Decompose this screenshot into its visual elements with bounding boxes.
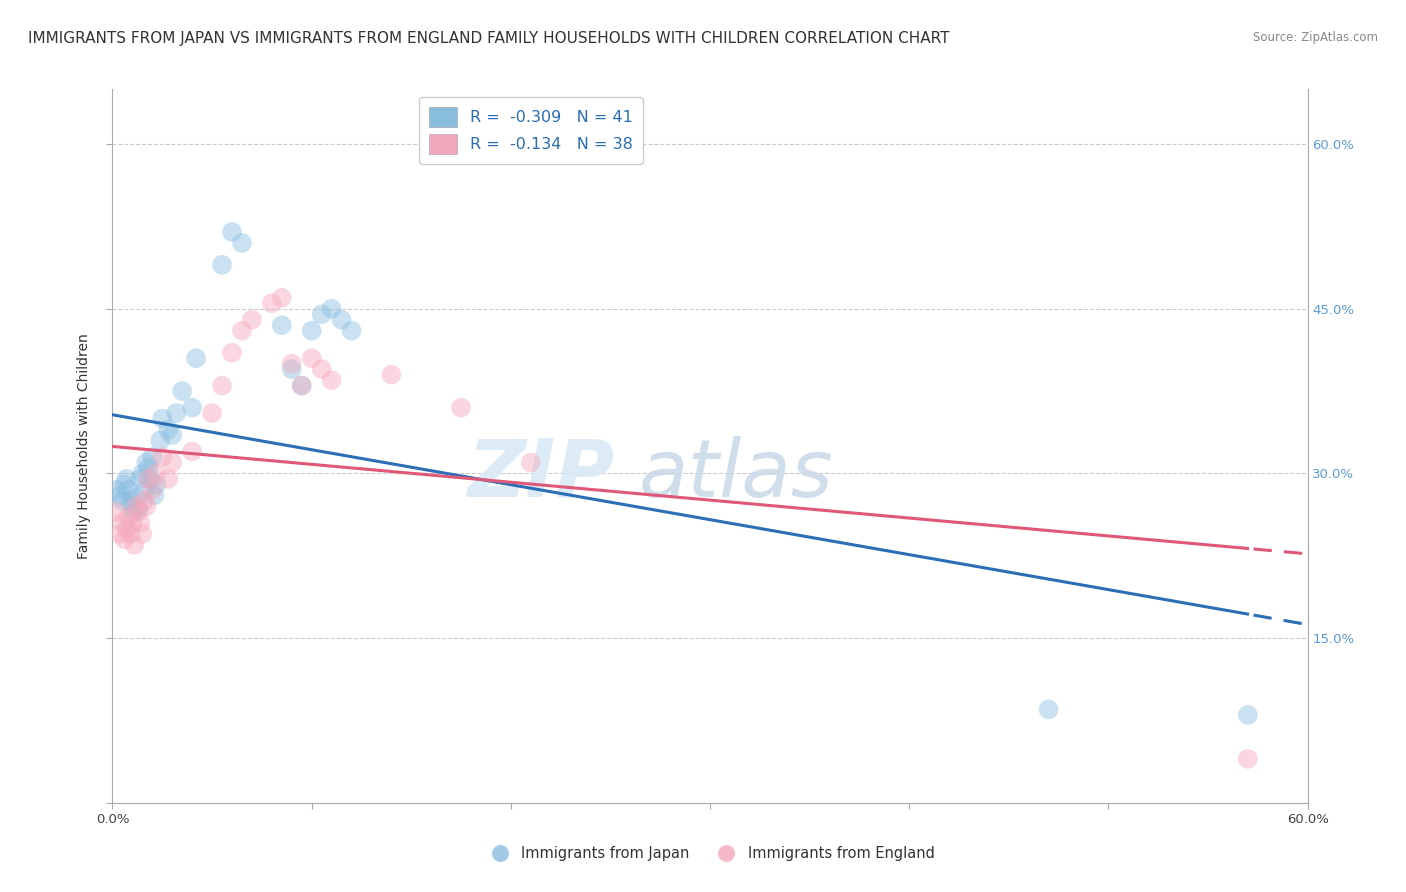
Text: Source: ZipAtlas.com: Source: ZipAtlas.com [1253,31,1378,45]
Point [301,351,323,366]
Point [321,301,343,316]
Point [162,455,183,469]
Point [221,225,243,239]
Point [110,488,132,502]
Point [281,357,304,371]
Point [129,516,152,530]
Point [211,378,233,392]
Point [141,483,163,497]
Point [145,477,167,491]
Point [141,450,163,464]
Point [157,472,180,486]
Point [172,384,194,398]
Point [211,258,233,272]
Point [131,526,153,541]
Point [270,318,292,333]
Point [105,483,128,497]
Point [143,488,166,502]
Point [321,373,343,387]
Point [291,378,314,392]
Point [111,494,134,508]
Point [129,472,152,486]
Point [150,411,173,425]
Legend: Immigrants from Japan, Immigrants from England: Immigrants from Japan, Immigrants from E… [479,840,941,867]
Point [291,378,314,392]
Point [281,362,304,376]
Point [121,500,143,514]
Point [125,491,148,505]
Point [134,483,156,497]
Point [520,455,543,469]
Point [131,467,153,481]
Point [105,505,128,519]
Point [117,483,139,497]
Point [1038,702,1060,716]
Point [186,351,208,366]
Point [117,510,139,524]
Point [115,472,138,486]
Point [181,401,204,415]
Point [231,324,253,338]
Point [135,455,157,469]
Point [311,307,333,321]
Text: ZIP: ZIP [467,435,614,514]
Point [221,345,243,359]
Point [1237,708,1260,723]
Point [340,324,363,338]
Point [139,472,162,486]
Point [124,505,146,519]
Point [231,235,253,250]
Point [138,461,160,475]
Point [134,494,156,508]
Point [127,501,149,516]
Point [162,428,183,442]
Point [121,516,143,530]
Point [450,401,472,415]
Point [127,505,149,519]
Point [149,434,172,448]
Point [138,472,160,486]
Point [330,312,353,326]
Point [201,406,224,420]
Text: atlas: atlas [638,435,834,514]
Point [311,362,333,376]
Point [145,467,167,481]
Point [120,494,142,508]
Point [380,368,402,382]
Point [165,406,187,420]
Point [115,521,138,535]
Point [150,450,173,464]
Point [1237,752,1260,766]
Point [181,444,204,458]
Point [260,296,283,310]
Point [240,312,263,326]
Point [301,324,323,338]
Point [135,500,157,514]
Point [111,516,134,530]
Point [270,291,292,305]
Point [110,526,132,541]
Y-axis label: Family Households with Children: Family Households with Children [77,333,91,559]
Point [120,526,142,541]
Point [157,423,180,437]
Text: IMMIGRANTS FROM JAPAN VS IMMIGRANTS FROM ENGLAND FAMILY HOUSEHOLDS WITH CHILDREN: IMMIGRANTS FROM JAPAN VS IMMIGRANTS FROM… [28,31,949,46]
Point [125,500,148,514]
Point [114,533,135,547]
Point [124,538,146,552]
Point [114,477,135,491]
